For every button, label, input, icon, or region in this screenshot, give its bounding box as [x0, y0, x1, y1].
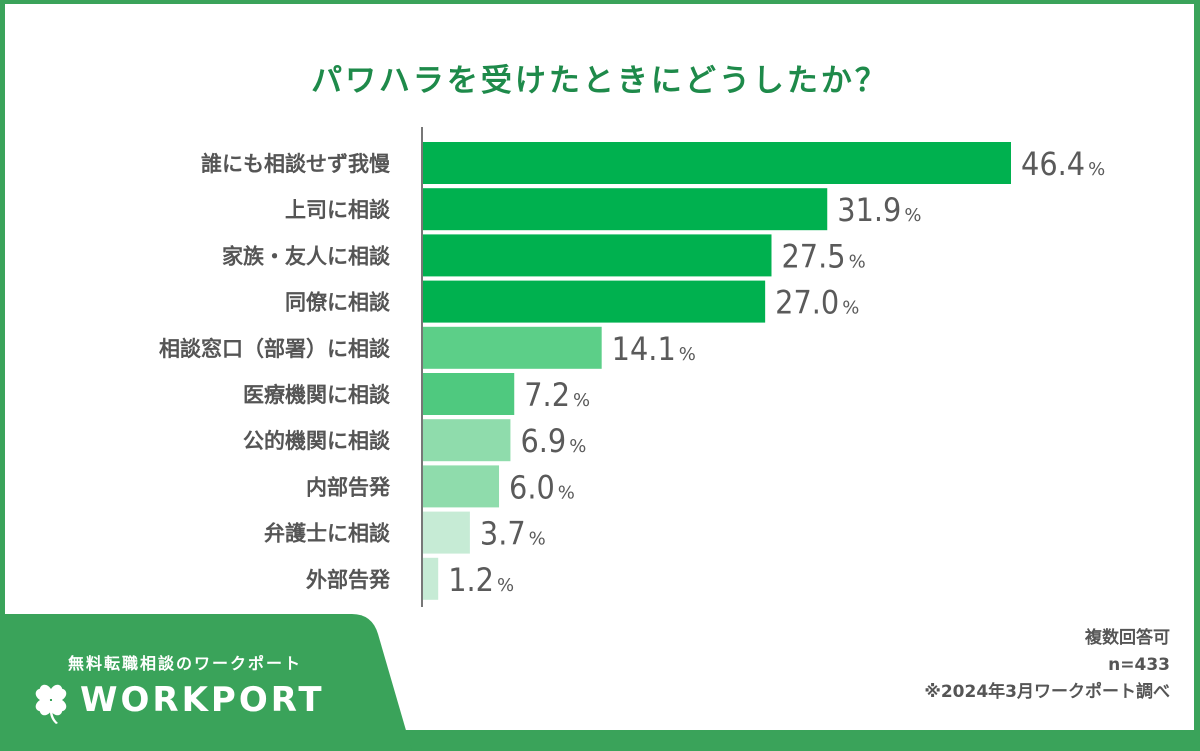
sample-size-note: n=433	[1108, 655, 1170, 675]
value-label: 46.4%	[1021, 145, 1105, 183]
category-label: 公的機関に相談	[243, 429, 391, 453]
bar	[423, 419, 511, 462]
bar	[423, 280, 766, 323]
value-unit: %	[679, 344, 696, 365]
clover-icon	[35, 684, 67, 724]
bar	[423, 234, 772, 277]
multiple-answers-note: 複数回答可	[1085, 628, 1170, 648]
value-label: 6.9%	[520, 422, 586, 460]
value-number: 3.7	[480, 515, 526, 553]
category-label: 医療機関に相談	[243, 383, 391, 407]
brand-tagline: 無料転職相談のワークポート	[68, 654, 303, 673]
bar	[423, 142, 1011, 184]
value-unit: %	[573, 390, 590, 411]
value-number: 1.2	[448, 561, 494, 599]
value-label: 14.1%	[612, 330, 696, 368]
bar	[423, 188, 828, 231]
category-label: 外部告発	[306, 568, 391, 592]
category-label: 誰にも相談せず我慢	[201, 152, 391, 176]
value-unit: %	[497, 575, 514, 596]
category-label: 上司に相談	[285, 198, 391, 222]
value-number: 31.9	[837, 191, 901, 229]
value-unit: %	[842, 298, 859, 319]
value-unit: %	[1088, 159, 1105, 180]
category-label: 弁護士に相談	[264, 522, 391, 546]
value-unit: %	[529, 529, 546, 550]
value-number: 6.9	[520, 422, 566, 460]
value-number: 27.5	[781, 237, 845, 275]
value-label: 27.5%	[781, 237, 865, 275]
value-number: 6.0	[509, 468, 555, 506]
bar	[423, 557, 439, 600]
source-note: ※2024年3月ワークポート調べ	[924, 682, 1170, 702]
category-label: 家族・友人に相談	[222, 244, 391, 268]
value-unit: %	[849, 251, 866, 272]
value-unit: %	[904, 205, 921, 226]
bars-group: 誰にも相談せず我慢 46.4 % 上司に相談 31.9 % 家族・友人に相談 27.5 % 同僚に…	[159, 142, 1105, 600]
category-label: 相談窓口（部署）に相談	[159, 337, 391, 361]
value-number: 14.1	[612, 330, 676, 368]
value-number: 46.4	[1021, 145, 1085, 183]
brand-panel	[0, 614, 412, 751]
workport-logo: WORKPORT	[80, 680, 325, 720]
value-label: 3.7%	[480, 515, 546, 553]
category-label: 同僚に相談	[285, 291, 391, 315]
bar	[423, 373, 515, 415]
value-number: 7.2	[524, 376, 570, 414]
bar	[423, 326, 602, 369]
category-label: 内部告発	[306, 475, 391, 499]
value-label: 27.0%	[775, 284, 859, 322]
value-label: 7.2%	[524, 376, 590, 414]
bar	[423, 465, 500, 508]
value-label: 6.0%	[509, 468, 575, 506]
value-label: 31.9%	[837, 191, 921, 229]
value-unit: %	[569, 436, 586, 457]
value-label: 1.2%	[448, 561, 514, 599]
value-unit: %	[558, 482, 575, 503]
chart-title: パワハラを受けたときにどうしたか？	[311, 63, 889, 99]
bar	[423, 511, 470, 554]
value-number: 27.0	[775, 284, 839, 322]
chart-notes: 複数回答可 n=433 ※2024年3月ワークポート調べ	[924, 625, 1170, 706]
